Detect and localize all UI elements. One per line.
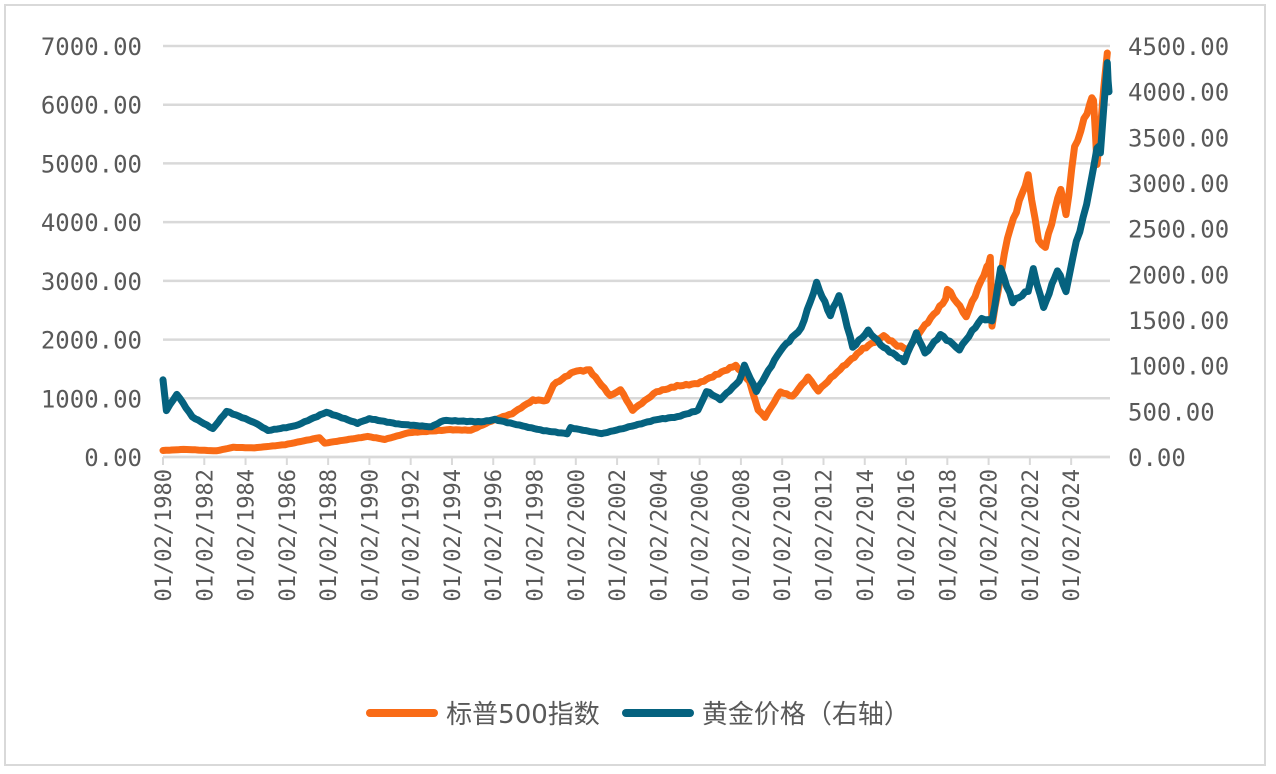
x-tick-label: 01/02/1982 [193, 469, 218, 601]
x-tick-label: 01/02/2004 [647, 469, 672, 601]
x-tick-label: 01/02/2008 [730, 469, 755, 601]
y-right-tick-label: 0.00 [1128, 444, 1186, 472]
y-right-tick-label: 2000.00 [1128, 261, 1229, 289]
legend-swatch-sp500 [366, 708, 439, 717]
y-right-tick-label: 2500.00 [1128, 216, 1229, 244]
x-axis: 01/02/1980 01/02/1982 01/02/1984 01/02/1986… [152, 455, 1110, 601]
x-tick-label: 01/02/1994 [441, 469, 466, 601]
x-tick-label: 01/02/1998 [524, 469, 549, 601]
y-left-tick-label: 2000.00 [41, 327, 142, 355]
legend-item-gold: 黄金价格（右轴） [621, 694, 910, 731]
x-tick-label: 01/02/2010 [771, 469, 796, 601]
series-lines [159, 49, 1113, 455]
x-tick-label: 01/02/2006 [689, 469, 714, 601]
legend: 标普500指数 黄金价格（右轴） [0, 694, 1276, 731]
y-right-tick-label: 1500.00 [1128, 307, 1229, 335]
y-right-tick-label: 1000.00 [1128, 353, 1229, 381]
x-tick-label: 01/02/1992 [400, 469, 425, 601]
y-right-tick-label: 3000.00 [1128, 170, 1229, 198]
y-left-tick-label: 5000.00 [41, 150, 142, 178]
y-right-tick-label: 500.00 [1128, 398, 1215, 426]
y-left-tick-label: 6000.00 [41, 92, 142, 120]
y-axis-right: 0.00 500.00 1000.00 1500.00 2000.00 2500.00 30… [1128, 33, 1229, 472]
series-line-gold [159, 59, 1113, 438]
x-tick-label: 01/02/1990 [358, 469, 383, 601]
y-left-tick-label: 0.00 [84, 444, 142, 472]
x-tick-label: 01/02/2000 [565, 469, 590, 601]
series-line-sp500 [159, 49, 1111, 455]
x-tick-label: 01/02/1980 [152, 469, 177, 601]
x-tick-label: 01/02/2020 [978, 469, 1003, 601]
x-tick-label: 01/02/2002 [606, 469, 631, 601]
x-tick-label: 01/02/2012 [812, 469, 837, 601]
x-tick-label: 01/02/2022 [1019, 469, 1044, 601]
chart-frame [4, 4, 1266, 766]
x-tick-label: 01/02/1996 [482, 469, 507, 601]
x-tick-label: 01/02/1984 [235, 469, 260, 601]
y-left-tick-label: 4000.00 [41, 209, 142, 237]
x-tick-label: 01/02/2016 [895, 469, 920, 601]
gridlines [163, 44, 1110, 459]
y-axis-left: 0.00 1000.00 2000.00 3000.00 4000.00 5000.00 6… [41, 33, 142, 472]
x-tick-label: 01/02/1988 [317, 469, 342, 601]
x-tick-label: 01/02/1986 [276, 469, 301, 601]
legend-label-gold: 黄金价格（右轴） [701, 700, 910, 730]
legend-swatch-gold [621, 708, 694, 717]
y-left-tick-label: 3000.00 [41, 268, 142, 296]
legend-label-sp500: 标普500指数 [446, 700, 600, 730]
y-right-tick-label: 3500.00 [1128, 124, 1229, 152]
y-right-tick-label: 4500.00 [1128, 33, 1229, 61]
x-tick-label: 01/02/2024 [1060, 469, 1085, 601]
y-left-tick-label: 1000.00 [41, 385, 142, 413]
legend-item-sp500: 标普500指数 [366, 694, 600, 731]
y-right-tick-label: 4000.00 [1128, 79, 1229, 107]
y-left-tick-label: 7000.00 [41, 33, 142, 61]
x-tick-label: 01/02/2018 [936, 469, 961, 601]
x-tick-label: 01/02/2014 [854, 469, 879, 601]
